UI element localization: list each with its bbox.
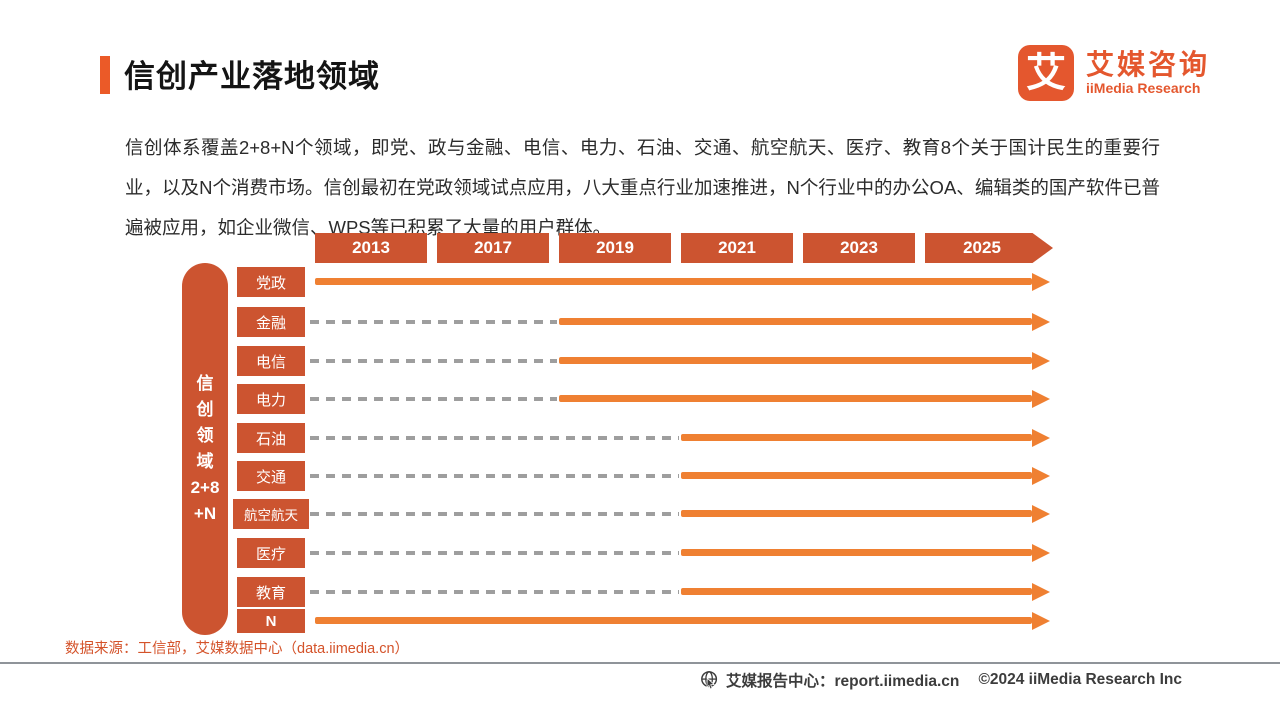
row-label: 石油 — [237, 423, 305, 453]
row-arrow-line — [559, 395, 1032, 402]
row-label: 金融 — [237, 307, 305, 337]
row-label: 电力 — [237, 384, 305, 414]
logo-text: 艾媒咨询 iiMedia Research — [1086, 49, 1211, 97]
row-label: 电信 — [237, 346, 305, 376]
arrow-head-icon — [1032, 505, 1050, 523]
arrow-head-icon — [1032, 467, 1050, 485]
arrow-head-icon — [1032, 612, 1050, 630]
footer-report-center: 艾媒报告中心：report.iimedia.cn — [700, 669, 959, 691]
row-dash-line — [310, 590, 679, 594]
arrow-head-icon — [1032, 429, 1050, 447]
row-arrow-line — [315, 278, 1032, 285]
row-arrow-line — [681, 588, 1032, 595]
footer-report-center-label: 艾媒报告中心：report.iimedia.cn — [726, 673, 960, 690]
row-arrow-line — [681, 510, 1032, 517]
logo-name-en: iiMedia Research — [1086, 80, 1201, 96]
row-dash-line — [310, 320, 557, 324]
arrow-head-icon — [1032, 273, 1050, 291]
timeline-chart: 2013 2017 2019 2021 2023 2025 信创领域 2+8 +N 党政金融电… — [65, 230, 1215, 642]
axis-label-line: 创 — [196, 400, 214, 419]
row-label: 航空航天 — [233, 499, 309, 529]
row-label: 交通 — [237, 461, 305, 491]
row-label: N — [237, 609, 305, 633]
axis-label-line: 信 — [196, 374, 214, 393]
footer-divider — [0, 662, 1280, 664]
year-box: 2017 — [437, 233, 549, 263]
globe-cursor-icon — [700, 670, 720, 690]
axis-label-line: 2+8 — [190, 478, 220, 497]
row-arrow-line — [559, 357, 1032, 364]
arrow-head-icon — [1032, 583, 1050, 601]
intro-paragraph: 信创体系覆盖2+8+N个领域，即党、政与金融、电信、电力、石油、交通、航空航天、… — [125, 137, 1160, 238]
row-dash-line — [310, 397, 557, 401]
arrow-head-icon — [1032, 352, 1050, 370]
footer: 艾媒报告中心：report.iimedia.cn ©2024 iiMedia R… — [700, 669, 1182, 691]
year-box: 2025 — [925, 233, 1053, 263]
row-dash-line — [310, 359, 557, 363]
arrow-head-icon — [1032, 390, 1050, 408]
axis-label-line: 域 — [196, 452, 214, 471]
timeline-years: 2013 2017 2019 2021 2023 2025 — [315, 233, 1053, 263]
iimedia-logo: 艾 艾媒咨询 iiMedia Research — [1018, 45, 1210, 101]
row-arrow-line — [315, 617, 1032, 624]
axis-label-line: +N — [193, 504, 217, 523]
arrow-head-icon — [1032, 544, 1050, 562]
row-dash-line — [310, 474, 679, 478]
year-box: 2013 — [315, 233, 427, 263]
row-arrow-line — [681, 549, 1032, 556]
year-box: 2019 — [559, 233, 671, 263]
row-dash-line — [310, 551, 679, 555]
row-label: 党政 — [237, 267, 305, 297]
axis-label-line: 领 — [196, 426, 214, 445]
row-dash-line — [310, 512, 679, 516]
iimedia-logo-icon: 艾 — [1018, 45, 1074, 101]
arrow-head-icon — [1032, 313, 1050, 331]
year-box: 2021 — [681, 233, 793, 263]
row-arrow-line — [681, 472, 1032, 479]
row-label: 医疗 — [237, 538, 305, 568]
title-accent-bar — [100, 56, 110, 94]
page-title: 信创产业落地领域 — [124, 59, 380, 94]
timeline-axis-bar: 信创领域 2+8 +N — [182, 263, 228, 635]
row-arrow-line — [681, 434, 1032, 441]
row-label: 教育 — [237, 577, 305, 607]
row-arrow-line — [559, 318, 1032, 325]
year-box: 2023 — [803, 233, 915, 263]
footer-copyright: ©2024 iiMedia Research Inc — [978, 671, 1182, 688]
row-dash-line — [310, 436, 679, 440]
data-source-note: 数据来源：工信部，艾媒数据中心（data.iimedia.cn） — [65, 641, 410, 657]
logo-name-cn: 艾媒咨询 — [1086, 49, 1211, 80]
